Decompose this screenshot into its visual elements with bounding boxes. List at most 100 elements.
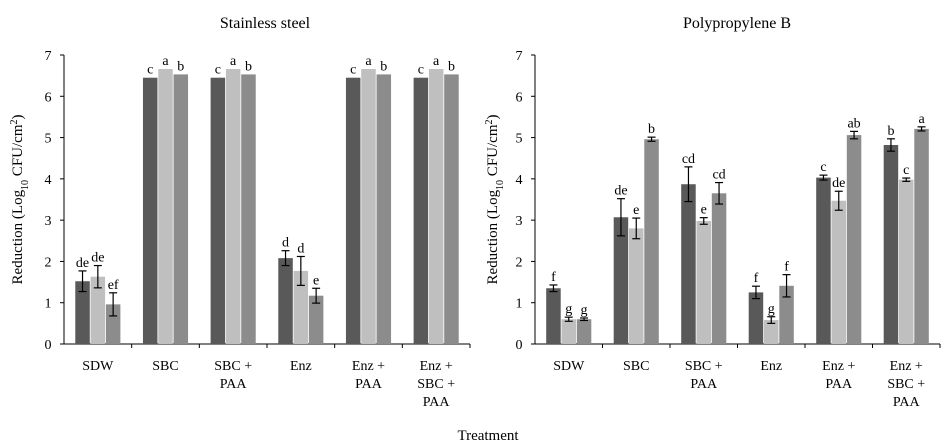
bar (278, 258, 293, 344)
y-tick-label: 3 (516, 214, 523, 229)
x-tick-label: SBC + (214, 359, 252, 374)
x-tick-label: PAA (423, 395, 451, 410)
chart-title: Stainless steel (220, 15, 311, 32)
significance-label: e (313, 273, 319, 288)
bar (899, 179, 914, 344)
bar (576, 319, 592, 344)
y-tick-label: 3 (45, 214, 52, 229)
bar (711, 193, 727, 344)
bar (308, 295, 324, 344)
significance-label: f (784, 260, 789, 275)
bar (75, 281, 90, 344)
significance-label: a (230, 54, 237, 69)
significance-label: b (177, 59, 184, 74)
panel-1: Stainless steel 0 1 2 3 4 5 6 7 Reduction (Log10 … (9, 15, 471, 410)
x-tick-label: SBC + (887, 377, 925, 392)
bar (90, 276, 106, 344)
y-tick-label: 4 (516, 173, 523, 188)
significance-label: a (433, 54, 440, 69)
y-tick-label: 6 (45, 90, 52, 105)
x-tick-label: Enz (760, 359, 782, 374)
significance-label: a (918, 112, 925, 127)
significance-label: d (297, 241, 304, 256)
significance-label: b (380, 59, 387, 74)
chart-title: Polypropylene B (683, 15, 791, 32)
x-tick-label: SDW (82, 359, 114, 374)
panel-2: Polypropylene B 0 1 2 3 4 5 6 7 Reduction (Log10 … (484, 15, 941, 410)
x-tick-label: Enz + (822, 359, 855, 374)
bar (629, 228, 644, 344)
significance-label: a (162, 54, 169, 69)
bar (225, 69, 241, 344)
x-tick-label: SBC (623, 359, 649, 374)
x-tick-label: PAA (825, 377, 853, 392)
x-tick-label: PAA (220, 377, 248, 392)
y-tick-label: 0 (45, 338, 52, 353)
bar (748, 292, 764, 344)
significance-label: b (245, 59, 252, 74)
x-tick-label: SBC + (417, 377, 455, 392)
x-tick-label: SBC + (685, 359, 723, 374)
bar (376, 74, 392, 344)
y-tick-label: 6 (516, 90, 523, 105)
bar (883, 145, 899, 344)
bar (681, 184, 696, 344)
significance-label: cd (682, 152, 695, 167)
significance-label: d (282, 236, 289, 251)
x-tick-label: PAA (893, 395, 921, 410)
y-tick-label: 2 (516, 255, 523, 270)
x-tick-label: PAA (690, 377, 718, 392)
significance-label: g (581, 303, 588, 318)
y-tick-label: 1 (45, 297, 52, 312)
bar (779, 285, 794, 344)
bar (293, 270, 309, 344)
bar (361, 69, 376, 344)
significance-label: c (215, 63, 221, 78)
bar (444, 74, 459, 344)
y-tick-label: 1 (516, 297, 523, 312)
significance-label: ab (847, 116, 860, 131)
significance-label: g (768, 302, 775, 317)
y-tick-label: 7 (45, 49, 52, 64)
significance-label: de (76, 256, 89, 271)
bar (764, 320, 779, 344)
significance-label: b (648, 122, 655, 137)
bar (816, 177, 831, 344)
bar (345, 77, 361, 344)
bar (831, 200, 846, 344)
bar (428, 69, 444, 344)
significance-label: cd (712, 168, 725, 183)
bar (241, 74, 256, 344)
bar (914, 128, 929, 344)
x-tick-label: PAA (355, 377, 383, 392)
x-axis-label: Treatment (457, 428, 519, 444)
significance-label: f (551, 270, 556, 285)
bar (158, 69, 173, 344)
significance-label: g (565, 302, 572, 317)
significance-label: de (832, 176, 845, 191)
significance-label: c (418, 63, 424, 78)
y-tick-label: 0 (516, 338, 523, 353)
significance-label: b (448, 59, 455, 74)
bar (546, 288, 561, 344)
x-tick-label: SBC (152, 359, 178, 374)
significance-label: b (887, 124, 894, 139)
significance-label: f (754, 271, 759, 286)
x-tick-label: Enz + (890, 359, 923, 374)
y-tick-label: 5 (45, 132, 52, 147)
bar (173, 74, 189, 344)
y-tick-label: 5 (516, 132, 523, 147)
significance-label: a (365, 54, 372, 69)
significance-label: de (91, 251, 104, 266)
significance-label: e (633, 203, 639, 218)
x-tick-label: SDW (553, 359, 585, 374)
bar (210, 77, 226, 344)
x-tick-label: Enz + (352, 359, 385, 374)
bar (696, 220, 711, 344)
y-axis-label: Reduction (Log10 CFU/cm2) (484, 114, 506, 284)
y-tick-label: 7 (516, 49, 523, 64)
bar (105, 304, 121, 344)
significance-label: c (820, 160, 826, 175)
x-tick-label: Enz (290, 359, 312, 374)
significance-label: c (903, 163, 909, 178)
